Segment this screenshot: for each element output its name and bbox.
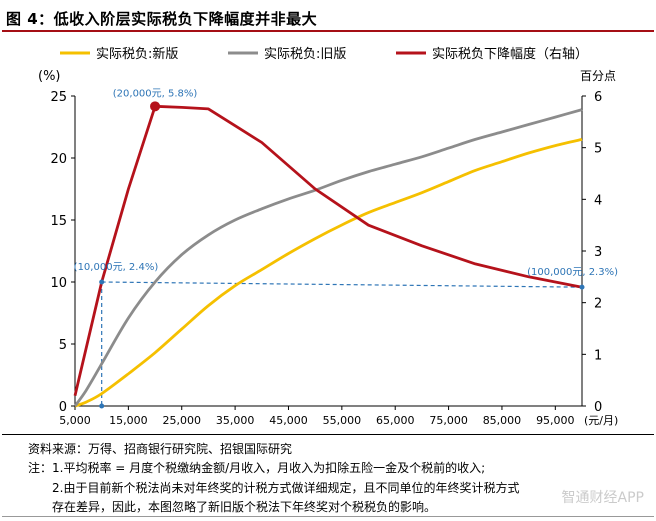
y-right-tick-label: 3: [594, 245, 602, 260]
y-left-tick-label: 10: [50, 276, 67, 291]
figure-title: 图 4：低收入阶层实际税负下降幅度并非最大: [6, 10, 318, 28]
y-right-tick-label: 4: [594, 193, 602, 208]
annotation-guide-horizontal: [101, 281, 583, 288]
annotation-label-10000: (10,000元, 2.4%): [74, 262, 159, 273]
annotation-marker-100000: [579, 284, 585, 290]
y-right-tick-label: 0: [594, 400, 602, 415]
y-left-unit: (%): [38, 69, 61, 84]
legend-label: 实际税负:旧版: [264, 47, 346, 62]
y-right-tick-label: 1: [594, 348, 602, 363]
note-1: 注：1.平均税率 = 月度个税缴纳金额/月收入，月收入为扣除五险一金及个税前的收…: [28, 461, 486, 475]
series-line-3: [73, 104, 583, 397]
y-right-tick-label: 6: [594, 90, 602, 105]
y-right-unit: 百分点: [580, 69, 616, 83]
x-tick-label: 65,000: [376, 414, 415, 427]
y-left-tick-label: 25: [50, 90, 67, 105]
series-line-2: [73, 108, 583, 407]
note-2a: 2.由于目前新个税法尚未对年终奖的计税方式做详细规定，且不同单位的年终奖计税方式: [52, 481, 520, 495]
x-tick-label: 45,000: [269, 414, 308, 427]
series-line-1: [74, 138, 583, 408]
y-right-tick-label: 2: [594, 297, 602, 312]
source-divider: [2, 434, 654, 435]
legend-label: 实际税负下降幅度（右轴）: [432, 46, 588, 62]
x-tick-label: 55,000: [323, 414, 362, 427]
annotation-label-100000: (100,000元, 2.3%): [527, 267, 618, 278]
y-left-tick-label: 15: [50, 214, 67, 229]
source-text: 资料来源：万得、招商银行研究院、招银国际研究: [28, 442, 293, 456]
watermark-text: 智通财经APP: [561, 490, 644, 506]
x-tick-label: 95,000: [536, 414, 575, 427]
annotation-marker-10000-base: [99, 403, 105, 409]
note-2b: 存在差异，因此，本图忽略了新旧版个税法下年终奖对个税税负的影响。: [52, 500, 437, 514]
y-right-tick-label: 5: [594, 142, 602, 157]
annotation-label-peak: (20,000元, 5.8%): [113, 88, 198, 99]
annotation-marker-10000: [99, 279, 105, 285]
y-left-tick-label: 5: [59, 338, 67, 353]
x-unit: (元/月): [584, 414, 618, 427]
bottom-divider: [2, 516, 654, 517]
x-tick-label: 35,000: [216, 414, 255, 427]
x-tick-label: 15,000: [109, 414, 148, 427]
annotation-marker-peak: [150, 101, 161, 112]
legend-label: 实际税负:新版: [96, 46, 178, 62]
y-left-tick-label: 0: [59, 400, 67, 415]
x-tick-label: 85,000: [483, 414, 522, 427]
x-tick-label: 75,000: [429, 414, 468, 427]
x-tick-label: 25,000: [162, 414, 201, 427]
y-left-tick-label: 20: [50, 152, 67, 167]
x-tick-label: 5,000: [59, 414, 91, 427]
figure-title-bar: 图 4：低收入阶层实际税负下降幅度并非最大: [2, 6, 654, 32]
